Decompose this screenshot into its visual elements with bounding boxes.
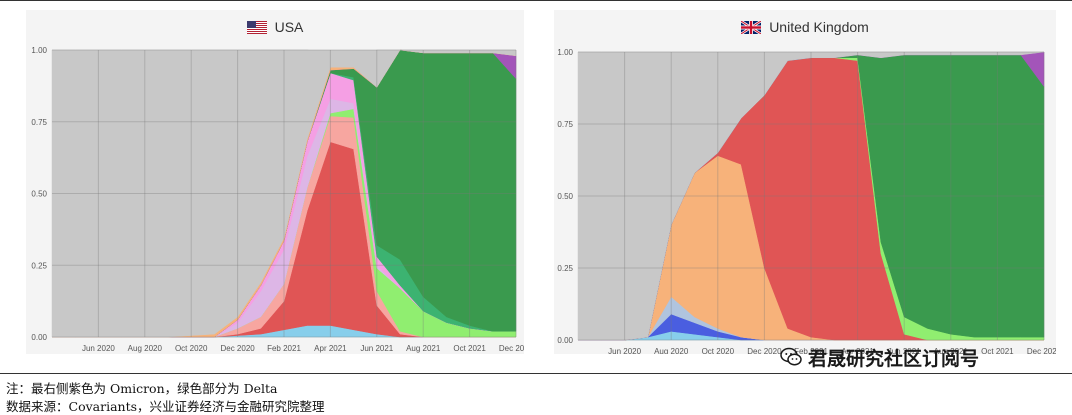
x-tick-label: Feb 2021: [794, 347, 828, 354]
y-tick-label: 0.75: [557, 120, 573, 129]
y-tick-label: 0.50: [557, 192, 573, 201]
watermark: 君晟研究社区订阅号: [780, 343, 979, 371]
x-tick-label: Oct 2021: [981, 347, 1014, 354]
us-flag-icon: [246, 20, 267, 34]
x-tick-label: Jun 2021: [360, 344, 393, 353]
x-tick-label: Jun 2021: [888, 347, 921, 354]
watermark-text: 君晟研究社区订阅号: [808, 347, 980, 370]
series-area-10: [51, 49, 517, 338]
y-tick-label: 0.75: [31, 118, 47, 127]
x-tick-label: Feb 2021: [267, 344, 301, 353]
source-note: 数据来源：Covariants，兴业证券经济与金融研究院整理: [6, 399, 325, 414]
x-tick-label: Apr 2021: [841, 347, 874, 354]
x-tick-label: Dec 2020: [220, 344, 255, 353]
x-tick-label: Oct 2020: [702, 347, 735, 354]
y-tick-label: 0.25: [31, 261, 47, 270]
usa-area-chart: 0.00 0.25 0.50 0.75 1.00 Jun 2020 Aug 2020 Oct …: [31, 46, 524, 353]
chart-title: United Kingdom: [769, 19, 869, 35]
y-tick-label: 0.25: [557, 264, 573, 273]
y-tick-label: 1.00: [31, 46, 47, 55]
x-tick-label: Aug 2020: [128, 344, 163, 353]
top-rule: [0, 0, 1072, 1]
y-tick-label: 1.00: [557, 48, 573, 57]
usa-chart-panel: USA 0.00 0.25 0.50 0.75 1.00 Jun 2020 Aug 2020…: [26, 10, 524, 354]
usa-chart-header: USA: [26, 10, 524, 44]
x-tick-label: Apr 2021: [314, 344, 347, 353]
x-tick-label: Oct 2021: [453, 344, 486, 353]
x-tick-label: Aug 2021: [934, 347, 969, 354]
x-tick-label: Dec 2021: [1027, 347, 1056, 354]
uk-chart-panel: United Kingdom 0.00 0.25 0.50 0.75 1.00 Jun 2…: [554, 10, 1056, 354]
x-tick-label: Aug 2021: [406, 344, 441, 353]
x-tick-label: Jun 2020: [82, 344, 115, 353]
uk-area-chart: 0.00 0.25 0.50 0.75 1.00 Jun 2020 Aug 2020 Oct …: [557, 48, 1056, 354]
uk-chart-header: United Kingdom: [554, 10, 1056, 44]
x-tick-label: Jun 2020: [608, 347, 641, 354]
x-tick-label: Dec 2021: [499, 344, 524, 353]
wechat-icon: [780, 347, 802, 366]
chart-title: USA: [274, 19, 304, 35]
x-tick-label: Oct 2020: [175, 344, 208, 353]
x-tick-label: Aug 2020: [654, 347, 689, 354]
uk-flag-icon: [741, 20, 762, 34]
y-tick-label: 0.00: [557, 336, 573, 345]
chart-note: 注：最右侧紫色为 Omicron，绿色部分为 Delta: [6, 381, 278, 396]
y-tick-label: 0.50: [31, 190, 47, 199]
series-area-8: [577, 51, 1045, 341]
x-tick-label: Dec 2020: [747, 347, 782, 354]
y-tick-label: 0.00: [31, 333, 47, 342]
footer-rule: [0, 373, 1072, 374]
